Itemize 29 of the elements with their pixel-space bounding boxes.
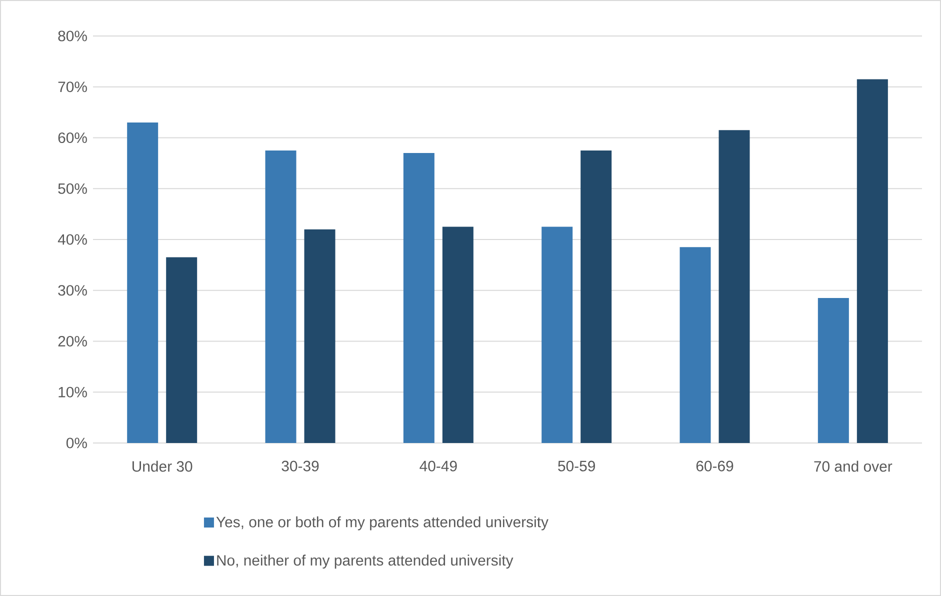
x-tick-label: 50-59 [558,460,595,472]
bar [680,247,711,443]
x-tick-label: Under 30 [132,460,192,472]
y-tick-label: 80% [58,30,87,42]
y-tick-label: 0% [66,438,87,448]
bar [166,257,198,443]
legend-label: No, neither of my parents attended university [217,554,514,569]
bar [304,229,336,443]
bar [818,298,849,443]
bar [718,130,750,443]
bar [127,122,158,443]
y-tick-label: 40% [58,234,87,245]
y-tick-label: 60% [58,132,87,144]
y-tick-label: 10% [58,386,87,398]
bar [580,150,612,443]
y-tick-label: 30% [58,285,87,296]
bar [542,226,573,443]
y-tick-label: 50% [58,183,87,194]
x-tick-label: 60-69 [696,460,734,472]
x-tick-label: 70 and over [814,460,892,472]
x-tick-label: 40-49 [420,460,457,472]
y-tick-label: 70% [58,82,87,92]
legend-label: Yes, one or both of my parents attended university [216,516,548,530]
bar [265,150,296,443]
bar [442,226,474,443]
bar [856,79,888,443]
x-tick-label: 30-39 [282,460,319,472]
y-tick-label: 20% [58,336,87,347]
bar [403,153,434,443]
